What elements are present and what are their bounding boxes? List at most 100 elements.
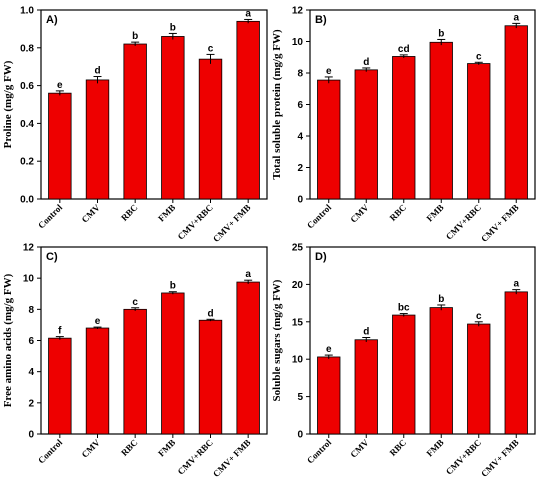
x-tick-label: RBC [388, 437, 409, 458]
significance-label: cd [398, 44, 410, 55]
bar-control [317, 79, 341, 200]
bar-cmv-rbc [467, 63, 491, 200]
x-tick-label: Control [36, 202, 65, 231]
significance-label: b [438, 294, 444, 305]
panel-label: B) [315, 14, 327, 26]
y-tick-label: 10 [292, 37, 304, 48]
bar-cmv [354, 69, 378, 200]
y-tick-label: 1.0 [20, 6, 34, 17]
x-tick-label: CMV+ FMB [479, 202, 521, 244]
bar-fmb [429, 41, 453, 200]
y-tick-label: 10 [292, 355, 304, 366]
x-tick-label: FMB [424, 202, 445, 223]
bar-cmv-rbc [198, 58, 223, 200]
plot-frame [309, 246, 536, 435]
bar-control [317, 356, 341, 435]
panel-label: C) [46, 251, 58, 263]
y-tick-label: 4 [297, 132, 303, 143]
x-tick-label: CMV+ FMB [211, 202, 253, 244]
y-axis-label: Soluble sugars (mg/g FW) [271, 279, 283, 401]
significance-label: b [170, 281, 176, 292]
x-tick-label: CMV+ FMB [211, 437, 253, 479]
chart-panel-1: 0.0 0.2 0.4 0.6 0.8 1.0 Proline (mg/g FW) A) e Co… [2, 6, 268, 244]
y-tick-label: 2 [297, 163, 303, 174]
y-axis-label: Free amino acids (mg/g FW) [2, 273, 14, 407]
significance-label: a [245, 8, 251, 19]
significance-label: d [363, 57, 369, 68]
bar-cmv-fmb [504, 25, 528, 200]
x-tick-label: CMV+RBC [444, 437, 483, 476]
bar-rbc [123, 43, 147, 200]
panel-label: D) [315, 251, 327, 263]
x-tick-label: FMB [156, 202, 177, 223]
y-tick-label: 0 [28, 430, 34, 441]
significance-label: bc [398, 303, 410, 314]
y-tick-label: 6 [28, 336, 34, 347]
panel-label: A) [46, 14, 58, 26]
significance-label: c [476, 51, 482, 62]
significance-label: e [95, 316, 101, 327]
y-tick-label: 12 [23, 243, 35, 254]
y-tick-label: 6 [297, 100, 303, 111]
x-tick-label: CMV [348, 437, 371, 460]
chart-panel-3: 0 2 4 6 8 10 12 Free amino acids (mg/g FW) C) f Co… [2, 243, 268, 479]
bar-cmv-fmb [236, 281, 260, 435]
significance-label: a [513, 279, 519, 290]
y-tick-label: 8 [297, 69, 303, 80]
chart-panel-2: 0 2 4 6 8 10 12 Total soluble protein (mg/g FW)… [271, 6, 536, 244]
y-tick-label: 0 [297, 195, 303, 206]
bar-rbc [392, 56, 416, 200]
plot-frame [40, 9, 268, 200]
bar-fmb [161, 36, 185, 200]
x-tick-label: RBC [388, 202, 409, 223]
bar-cmv-fmb [236, 20, 260, 200]
chart-panel-4: 0 5 10 15 20 25 Soluble sugars (mg/g FW) D) e Con… [271, 243, 536, 479]
x-tick-label: Control [305, 437, 334, 466]
y-tick-label: 0.0 [20, 195, 34, 206]
significance-label: d [94, 66, 100, 77]
y-axis-label: Proline (mg/g FW) [2, 60, 14, 148]
significance-label: b [438, 28, 444, 39]
y-tick-label: 12 [292, 6, 304, 17]
x-tick-label: CMV+RBC [176, 202, 215, 241]
significance-label: a [513, 12, 519, 23]
significance-label: c [132, 297, 138, 308]
significance-label: b [132, 31, 138, 42]
x-tick-label: CMV+RBC [176, 437, 215, 476]
bar-cmv-fmb [504, 291, 528, 435]
x-tick-label: CMV [348, 202, 371, 225]
x-tick-label: RBC [119, 437, 140, 458]
y-tick-label: 25 [292, 243, 304, 254]
y-tick-label: 15 [292, 317, 304, 328]
y-tick-label: 0.4 [20, 119, 34, 130]
significance-label: a [245, 269, 251, 280]
bar-cmv [354, 339, 378, 435]
y-tick-label: 2 [28, 398, 34, 409]
y-tick-label: 5 [297, 392, 303, 403]
x-tick-label: Control [36, 437, 65, 466]
significance-label: d [363, 327, 369, 338]
y-tick-label: 0.8 [20, 43, 34, 54]
y-tick-label: 8 [28, 305, 34, 316]
x-tick-label: FMB [424, 437, 445, 458]
x-tick-label: Control [305, 202, 334, 231]
bar-cmv-rbc [198, 319, 223, 435]
x-tick-label: CMV [80, 437, 103, 460]
bar-control [48, 92, 72, 200]
x-tick-label: CMV [80, 202, 103, 225]
significance-label: d [207, 308, 213, 319]
x-tick-label: FMB [156, 437, 177, 458]
y-tick-label: 4 [28, 367, 34, 378]
y-tick-label: 0 [297, 430, 303, 441]
y-tick-label: 0.6 [20, 81, 34, 92]
x-tick-label: RBC [119, 202, 140, 223]
bar-cmv [85, 79, 110, 200]
significance-label: e [326, 344, 332, 355]
plot-frame [40, 246, 268, 435]
y-tick-label: 20 [292, 280, 304, 291]
significance-label: e [57, 80, 63, 91]
bar-fmb [429, 307, 453, 435]
significance-label: e [326, 66, 332, 77]
bar-cmv-rbc [467, 323, 491, 435]
